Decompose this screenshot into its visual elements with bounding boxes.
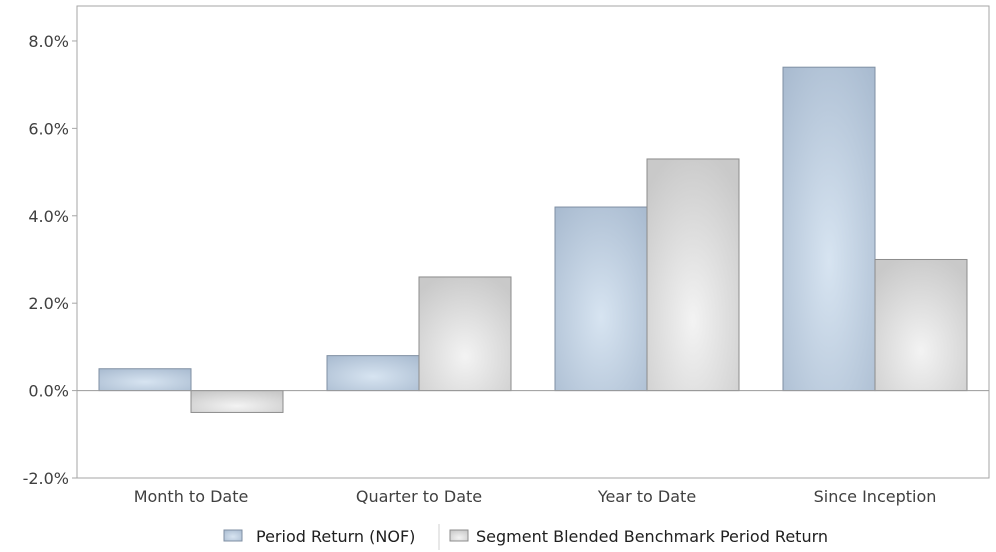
y-tick-label: 2.0% xyxy=(28,294,69,313)
x-category-label: Since Inception xyxy=(814,487,937,506)
x-category-label: Quarter to Date xyxy=(356,487,482,506)
x-category-label: Month to Date xyxy=(134,487,249,506)
bar-series xyxy=(98,66,968,413)
bar-period-return-0 xyxy=(98,368,192,392)
bar-benchmark-0 xyxy=(190,390,284,413)
bar-period-return-1 xyxy=(326,355,420,392)
bar-benchmark-3 xyxy=(874,258,968,392)
plot-area-frame xyxy=(76,5,990,479)
y-axis-ticks: -2.0% 0.0% 2.0% 4.0% 6.0% 8.0% xyxy=(23,32,77,488)
bar-benchmark-2 xyxy=(646,158,740,392)
bar-period-return-2 xyxy=(554,206,648,392)
y-tick-label: -2.0% xyxy=(23,469,69,488)
bar-benchmark-1 xyxy=(418,276,512,392)
legend-label-0: Period Return (NOF) xyxy=(256,527,415,546)
legend-swatch-0 xyxy=(223,529,243,542)
legend-swatch-1 xyxy=(449,529,469,542)
y-tick-label: 6.0% xyxy=(28,119,69,138)
y-tick-label: 0.0% xyxy=(28,382,69,401)
legend: Period Return (NOF) Segment Blended Bench… xyxy=(223,524,828,550)
bar-period-return-3 xyxy=(782,66,876,392)
y-tick-label: 8.0% xyxy=(28,32,69,51)
legend-label-1: Segment Blended Benchmark Period Return xyxy=(476,527,828,546)
x-axis-category-labels: Month to Date Quarter to Date Year to Date… xyxy=(134,487,937,506)
x-category-label: Year to Date xyxy=(597,487,696,506)
y-tick-label: 4.0% xyxy=(28,207,69,226)
